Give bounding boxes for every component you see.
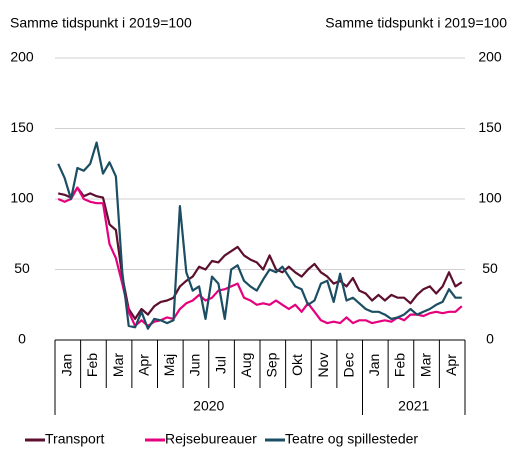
x-tick-label: Nov	[315, 353, 331, 378]
year-label: 2021	[398, 398, 429, 414]
y2-tick-label: 200	[478, 49, 502, 65]
y2-tick-label: 0	[486, 331, 494, 347]
x-tick-label: Jul	[212, 356, 228, 374]
x-tick-label: Jun	[187, 354, 203, 377]
x-tick-label: Okt	[289, 354, 305, 376]
y-tick-label: 50	[14, 260, 30, 276]
x-tick-label: Apr	[135, 354, 151, 376]
y-tick-label: 100	[10, 190, 34, 206]
x-tick-label: Maj	[161, 354, 177, 377]
legend-label: Rejsebureauer	[165, 431, 257, 447]
y-tick-label: 0	[18, 331, 26, 347]
y-tick-label: 150	[10, 119, 34, 135]
y-tick-label: 200	[10, 49, 34, 65]
legend-label: Teatre og spillesteder	[285, 431, 418, 447]
y2-tick-label: 50	[482, 260, 498, 276]
x-tick-label: Feb	[84, 353, 100, 377]
x-tick-label: Mar	[110, 353, 126, 377]
x-tick-label: Dec	[340, 353, 356, 378]
x-tick-label: Mar	[417, 353, 433, 377]
y2-tick-label: 100	[478, 190, 502, 206]
series-line	[57, 141, 462, 330]
y2-tick-label: 150	[478, 119, 502, 135]
x-tick-label: Sep	[264, 352, 280, 377]
y-axis-label: Samme tidspunkt i 2019=100	[10, 15, 192, 31]
x-tick-label: Jan	[366, 354, 382, 377]
year-label: 2020	[193, 398, 224, 414]
legend-label: Transport	[45, 431, 105, 447]
x-tick-label: Feb	[392, 353, 408, 377]
x-tick-label: Aug	[238, 353, 254, 378]
x-tick-label: Apr	[443, 354, 459, 376]
x-tick-label: Jan	[59, 354, 75, 377]
y2-axis-label: Samme tidspunkt i 2019=100	[325, 15, 507, 31]
